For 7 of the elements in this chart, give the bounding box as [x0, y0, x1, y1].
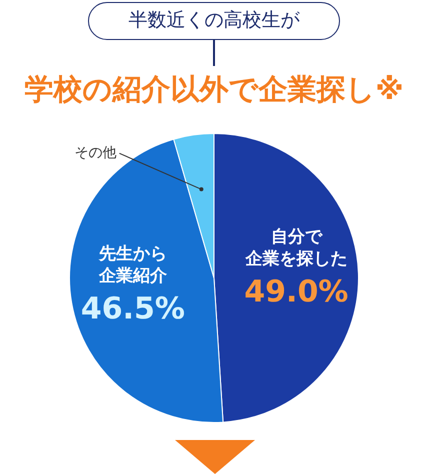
- chart-subtitle: 学校の紹介以外で企業探し※: [23, 71, 405, 108]
- chart-title: 半数近くの高校生が: [88, 2, 340, 40]
- slice-label: その他: [74, 144, 116, 161]
- slice-label: 自分で企業を探した: [244, 227, 348, 270]
- data-label: 49.0%: [244, 274, 348, 310]
- data-label: 46.5%: [80, 291, 185, 326]
- slice-label: 先生から企業紹介: [98, 244, 168, 286]
